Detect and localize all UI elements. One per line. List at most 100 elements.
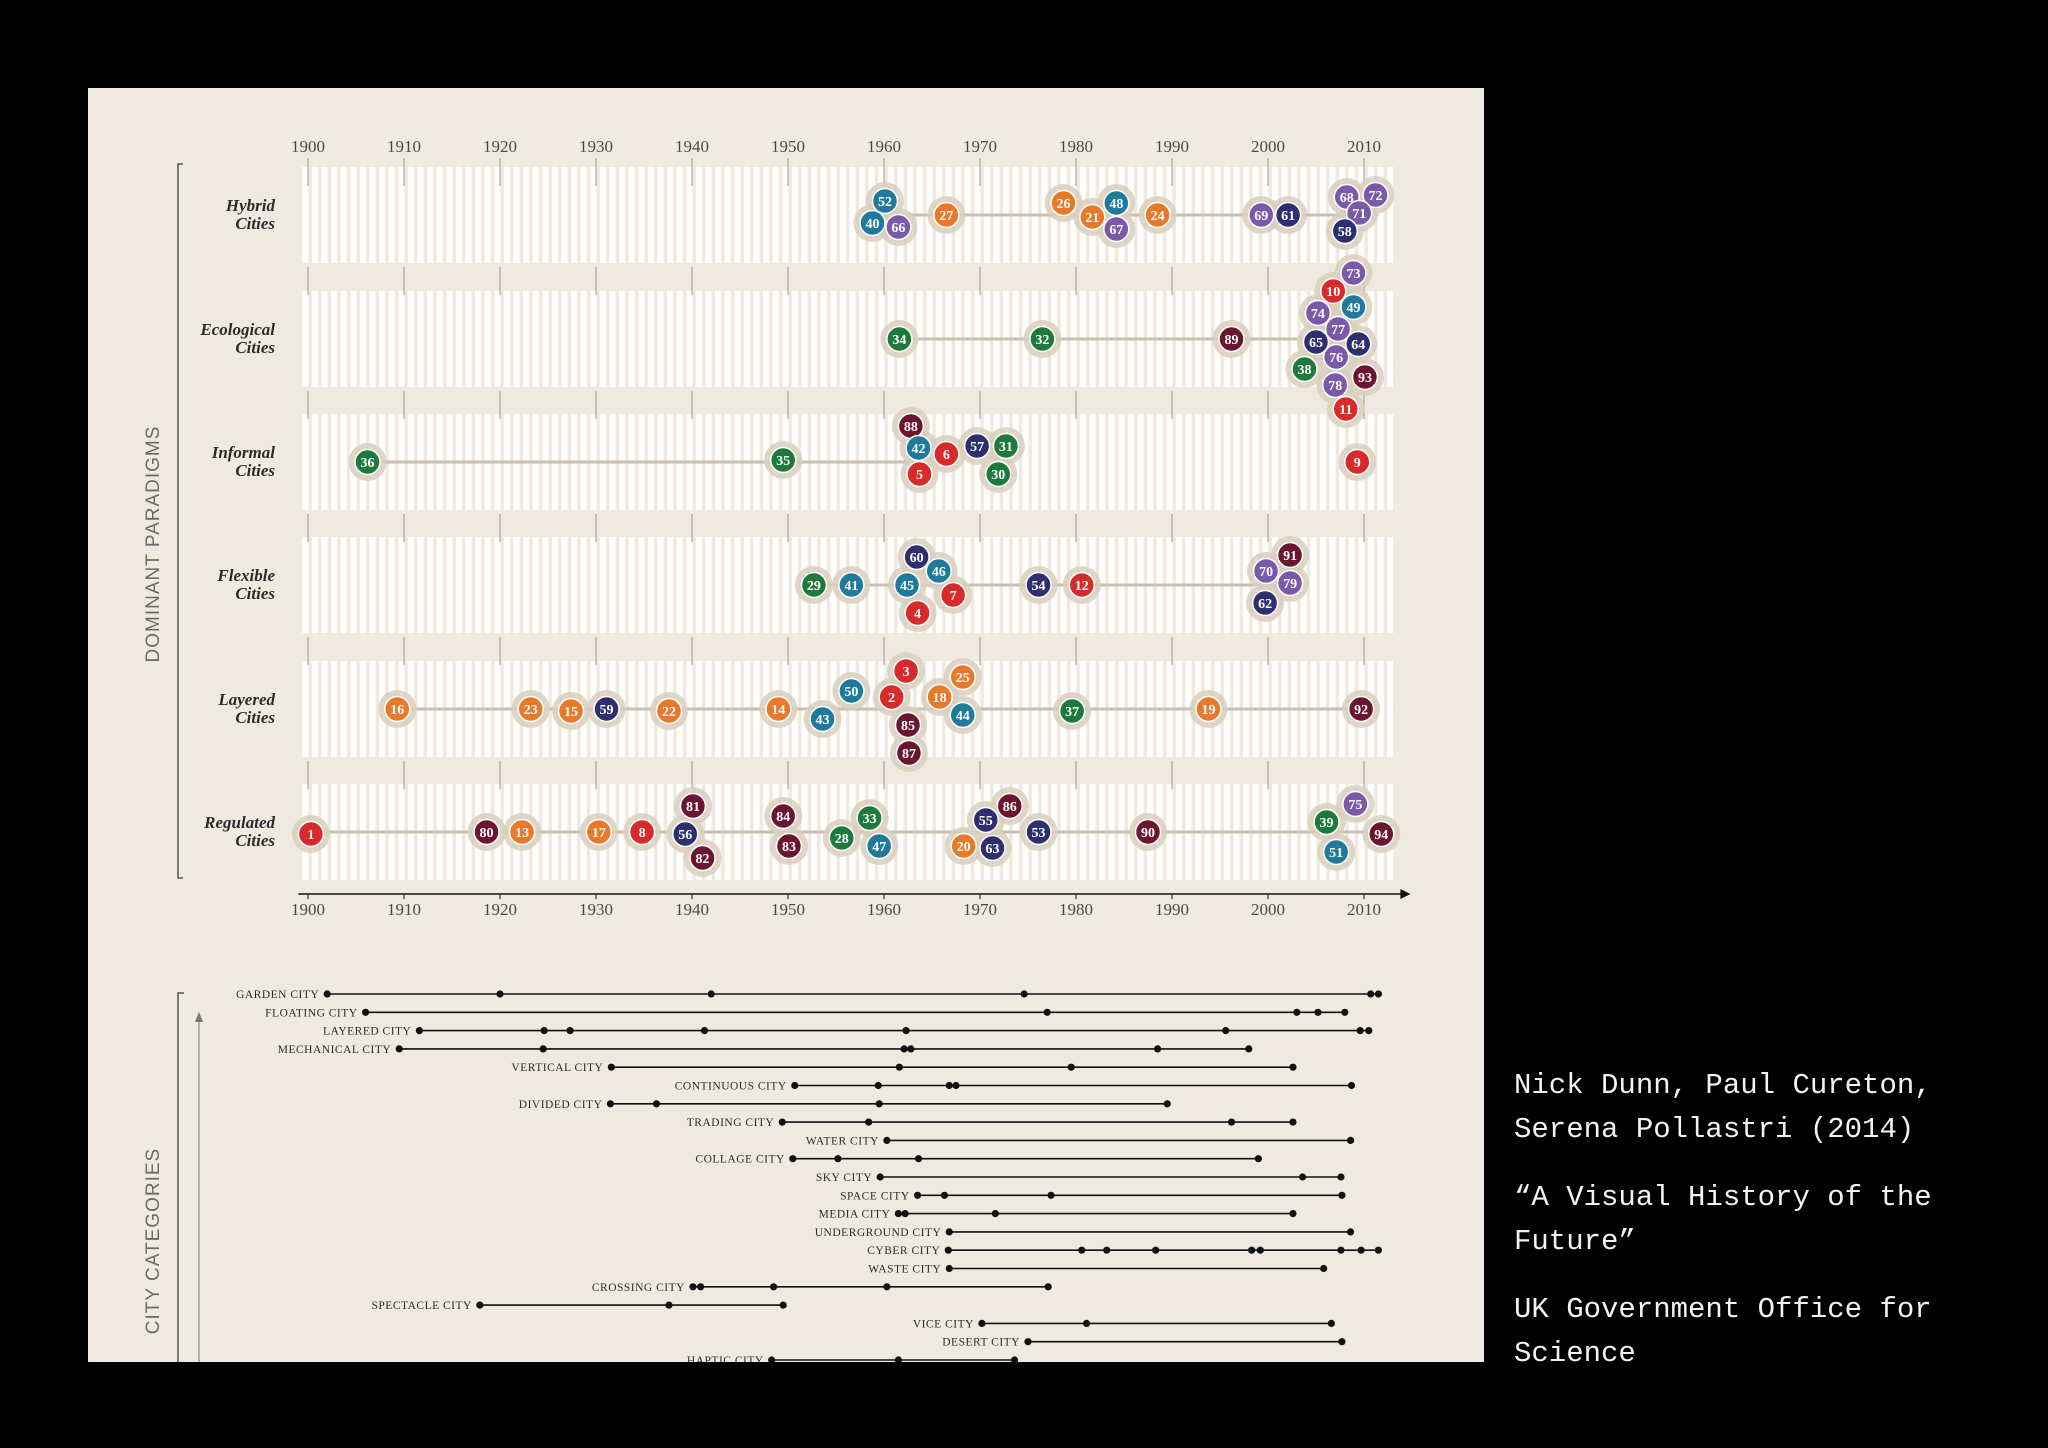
- band-stripe: [542, 291, 549, 387]
- city-category-dot: [1248, 1246, 1256, 1254]
- city-node-label: 94: [1374, 828, 1388, 843]
- band-stripe: [388, 537, 395, 633]
- city-node: [1058, 697, 1086, 725]
- city-node: [1345, 199, 1373, 227]
- band-stripe: [1079, 414, 1087, 510]
- city-category-dot: [1346, 1136, 1355, 1144]
- band-stripe: [676, 537, 683, 633]
- band-stripe: [465, 291, 472, 387]
- band-stripe: [542, 167, 549, 263]
- band-stripe: [417, 537, 424, 633]
- city-category-label: CYBER CITY: [867, 1245, 940, 1257]
- city-node-label: 12: [1075, 579, 1089, 594]
- band-stripe: [782, 537, 789, 633]
- city-category-dot: [1314, 1008, 1322, 1016]
- city-node-label: 8: [639, 826, 646, 841]
- city-node: [878, 683, 905, 711]
- caption-publisher: UK Government Office for Science: [1514, 1293, 1932, 1370]
- city-node: [1276, 569, 1304, 597]
- city-category-dot: [496, 990, 504, 998]
- city-category-dot: [566, 1027, 574, 1035]
- band-stripe: [369, 291, 376, 387]
- band-stripe: [763, 167, 770, 263]
- city-node: [972, 806, 1000, 834]
- band-stripe: [340, 537, 347, 633]
- band-stripe: [311, 414, 319, 510]
- city-category-label: CROSSING CITY: [592, 1282, 685, 1294]
- city-category-dot: [539, 1045, 547, 1053]
- band-stripe: [1291, 414, 1298, 510]
- band-stripe: [302, 414, 309, 510]
- city-node-label: 90: [1141, 826, 1155, 841]
- city-node-label: 21: [1085, 211, 1099, 226]
- city-category-dot: [606, 1100, 615, 1108]
- paradigm-label: Hybrid: [225, 196, 276, 215]
- top-axis-tick-label: 1990: [1155, 137, 1189, 156]
- band-stripe: [340, 167, 347, 263]
- city-node: [933, 201, 960, 229]
- city-node: [906, 460, 933, 488]
- band-stripe: [369, 167, 376, 263]
- city-category-dot: [1347, 1081, 1356, 1090]
- top-axis-tick-label: 1970: [963, 137, 997, 156]
- city-node: [1351, 363, 1379, 391]
- city-category-dot: [323, 990, 331, 998]
- band-stripe: [455, 537, 463, 633]
- bottom-axis-tick-label: 1990: [1155, 900, 1189, 919]
- city-category-dot: [875, 1100, 883, 1108]
- city-category-dot: [779, 1301, 787, 1309]
- city-node-label: 22: [662, 705, 676, 720]
- band-stripe: [1022, 414, 1029, 510]
- top-axis-tick-label: 1960: [867, 137, 901, 156]
- band-stripe: [628, 167, 635, 263]
- city-category-label: COLLAGE CITY: [695, 1154, 785, 1166]
- city-node: [1344, 448, 1371, 476]
- band-stripe: [609, 291, 616, 387]
- band-stripe: [350, 291, 357, 387]
- city-node: [473, 818, 500, 846]
- band-stripe: [753, 291, 760, 387]
- band-stripe: [1329, 414, 1336, 510]
- top-axis-tick-label: 2010: [1347, 137, 1381, 156]
- city-node: [1340, 293, 1367, 321]
- city-node-label: 93: [1358, 371, 1372, 386]
- city-category-dot: [945, 1264, 953, 1273]
- band-stripe: [830, 291, 837, 387]
- band-stripe: [849, 291, 856, 387]
- city-category-dot: [883, 1283, 891, 1291]
- city-node: [996, 792, 1024, 820]
- top-axis-tick-label: 1900: [291, 137, 325, 156]
- city-node: [655, 697, 683, 725]
- band-stripe: [1367, 537, 1375, 633]
- city-node-label: 50: [844, 685, 858, 700]
- city-category-label: SPECTACLE CITY: [372, 1300, 473, 1312]
- city-node-label: 2: [888, 691, 895, 706]
- city-node: [950, 832, 977, 860]
- city-node-label: 77: [1331, 323, 1345, 338]
- city-node-label: 4: [914, 607, 921, 622]
- city-category-dot: [1337, 1246, 1345, 1254]
- city-node: [859, 209, 886, 237]
- city-node-label: 61: [1281, 209, 1295, 224]
- band-stripe: [455, 167, 463, 263]
- city-category-dot: [1293, 1008, 1301, 1016]
- city-category-label: VERTICAL CITY: [511, 1062, 603, 1074]
- band-stripe: [619, 291, 626, 387]
- band-stripe: [427, 537, 434, 633]
- band-stripe: [638, 537, 645, 633]
- band-stripe: [811, 291, 818, 387]
- band-stripe: [772, 291, 779, 387]
- city-category-dot: [1289, 1118, 1297, 1126]
- city-node: [894, 711, 922, 739]
- city-node-label: 63: [985, 842, 999, 857]
- city-category-label: SPACE CITY: [840, 1190, 910, 1202]
- city-node-label: 47: [872, 840, 886, 855]
- band-stripe: [1377, 167, 1384, 263]
- band-stripe: [657, 167, 664, 263]
- city-node: [1248, 201, 1275, 229]
- band-stripe: [302, 167, 309, 263]
- top-axis-tick-label: 1980: [1059, 137, 1093, 156]
- band-stripe: [868, 291, 875, 387]
- city-node: [517, 695, 544, 723]
- band-stripe: [321, 414, 328, 510]
